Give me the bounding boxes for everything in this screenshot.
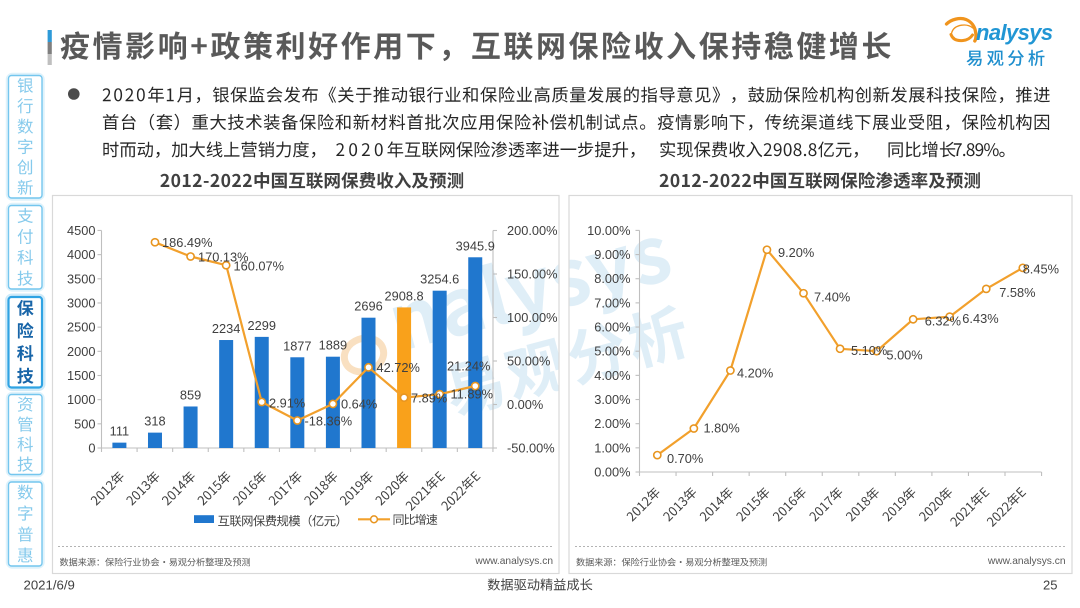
svg-text:3254.6: 3254.6: [420, 272, 459, 287]
svg-text:5.10%: 5.10%: [851, 343, 887, 358]
svg-text:www.analysys.cn: www.analysys.cn: [474, 556, 553, 567]
svg-text:50.00%: 50.00%: [507, 354, 550, 369]
svg-text:160.07%: 160.07%: [234, 259, 285, 274]
svg-text:2.91%: 2.91%: [269, 396, 305, 411]
svg-text:8.45%: 8.45%: [1023, 262, 1059, 277]
svg-text:10.00%: 10.00%: [587, 223, 630, 238]
svg-text:0.64%: 0.64%: [341, 397, 377, 412]
svg-text:7.58%: 7.58%: [999, 285, 1035, 300]
svg-text:25: 25: [1043, 578, 1057, 593]
svg-text:6.32%: 6.32%: [925, 313, 961, 328]
svg-text:2696: 2696: [354, 299, 382, 314]
svg-text:150.00%: 150.00%: [507, 267, 558, 282]
svg-text:nalysys: nalysys: [976, 20, 1053, 45]
svg-text:500: 500: [74, 416, 95, 431]
svg-text:1.00%: 1.00%: [594, 440, 630, 455]
svg-text:2234: 2234: [212, 321, 240, 336]
svg-text:859: 859: [180, 387, 201, 402]
svg-text:0: 0: [88, 441, 95, 456]
svg-text:0.70%: 0.70%: [667, 451, 703, 466]
svg-text:0.00%: 0.00%: [594, 465, 630, 480]
svg-text:7.89%: 7.89%: [411, 391, 447, 406]
svg-text:2299: 2299: [248, 318, 276, 333]
svg-text:3000: 3000: [67, 295, 95, 310]
svg-text:4500: 4500: [67, 223, 95, 238]
svg-text:9.00%: 9.00%: [594, 247, 630, 262]
svg-text:6.43%: 6.43%: [962, 311, 998, 326]
svg-text:7.00%: 7.00%: [594, 295, 630, 310]
svg-text:1.80%: 1.80%: [704, 420, 740, 435]
svg-text:200.00%: 200.00%: [507, 223, 558, 238]
svg-text:100.00%: 100.00%: [507, 310, 558, 325]
svg-text:1877: 1877: [283, 338, 311, 353]
svg-text:1000: 1000: [67, 392, 95, 407]
svg-text:8.00%: 8.00%: [594, 271, 630, 286]
svg-text:www.analysys.cn: www.analysys.cn: [987, 556, 1066, 567]
svg-text:7.40%: 7.40%: [814, 290, 850, 305]
svg-text:2908.8: 2908.8: [385, 288, 424, 303]
svg-text:1500: 1500: [67, 368, 95, 383]
svg-text:0.00%: 0.00%: [507, 397, 543, 412]
svg-text:4.20%: 4.20%: [737, 365, 773, 380]
svg-text:3945.9: 3945.9: [456, 238, 495, 253]
svg-text:-18.36%: -18.36%: [305, 414, 353, 429]
svg-text:5.00%: 5.00%: [594, 344, 630, 359]
svg-text:186.49%: 186.49%: [162, 235, 213, 250]
svg-text:42.72%: 42.72%: [377, 360, 420, 375]
svg-text:-50.00%: -50.00%: [507, 441, 555, 456]
svg-text:1889: 1889: [319, 338, 347, 353]
svg-text:2500: 2500: [67, 320, 95, 335]
svg-text:2000: 2000: [67, 344, 95, 359]
svg-text:318: 318: [144, 414, 165, 429]
svg-text:5.00%: 5.00%: [886, 347, 922, 362]
svg-text:2.00%: 2.00%: [594, 416, 630, 431]
svg-text:3.00%: 3.00%: [594, 392, 630, 407]
svg-text:4000: 4000: [67, 247, 95, 262]
svg-text:170.13%: 170.13%: [198, 250, 249, 265]
svg-text:11.89%: 11.89%: [451, 387, 493, 402]
svg-text:21.24%: 21.24%: [447, 359, 490, 374]
svg-text:2021/6/9: 2021/6/9: [24, 578, 75, 593]
svg-text:9.20%: 9.20%: [778, 245, 814, 260]
svg-text:111: 111: [110, 424, 129, 439]
svg-text:3500: 3500: [67, 271, 95, 286]
svg-text:6.00%: 6.00%: [594, 320, 630, 335]
svg-text:4.00%: 4.00%: [594, 368, 630, 383]
